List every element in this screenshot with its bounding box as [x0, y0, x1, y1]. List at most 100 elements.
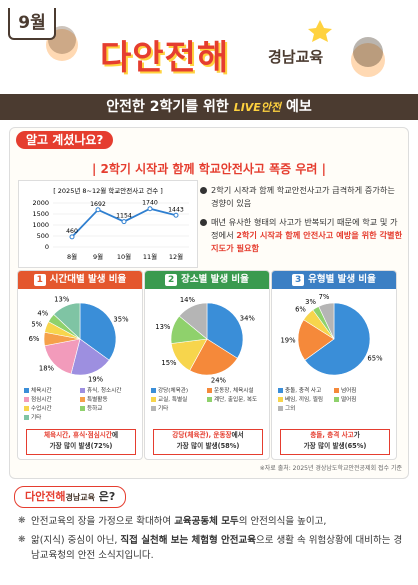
legend-label: 휴식, 청소시간 — [87, 388, 122, 394]
legend-label: 등하교 — [87, 406, 103, 412]
value-label: 4% — [37, 310, 48, 318]
legend-item: 기타 — [24, 414, 80, 423]
bullet: 2학기 시작과 함께 학교안전사고가 급격하게 증가하는 경향이 있음 — [200, 184, 405, 210]
y-tick-label: 2000 — [32, 199, 49, 207]
value-label: 65% — [367, 355, 383, 363]
banner: 안전한 2학기를 위한 LIVE안전 예보 — [0, 94, 418, 120]
badge: 3 — [292, 274, 305, 286]
panel-title: 장소별 발생 비율 — [181, 274, 249, 285]
legend-item: 베임, 끼임, 찔림 — [278, 396, 334, 405]
text: 의 안전의식을 높이고, — [238, 516, 327, 527]
pie-slice — [44, 338, 81, 375]
pie-panel: 1 시간대별 발생 비율 35% 19% 18% 6% 5% 4% 13% 체육시간 휴식, 청소시… — [17, 270, 143, 460]
legend-item: 수업시간 — [24, 405, 80, 414]
note-joint: 가 — [353, 431, 360, 439]
legend-swatch — [80, 397, 85, 402]
footer-bullets: 안전교육의 장을 가정으로 확대하여 교육공동체 모두의 안전의식을 높이고, … — [18, 514, 403, 567]
pie-chart: 35% 19% 18% 6% 5% 4% 13% — [29, 296, 129, 384]
panel-title: 유형별 발생 비율 — [308, 274, 376, 285]
y-tick-label: 1500 — [32, 210, 49, 218]
y-tick-label: 0 — [45, 243, 49, 251]
value-label: 3% — [305, 298, 316, 306]
note-text: 가장 많이 발생(72%) — [49, 442, 113, 450]
legend-swatch — [80, 406, 85, 411]
month: 9월 — [8, 8, 56, 40]
pie-panel: 2 장소별 발생 비율 34% 24% 15% 13% 14% 강당(체육관) 운동장, 체육시… — [144, 270, 270, 460]
x-tick-label: 8월 — [67, 252, 77, 261]
footer-logo: 다안전해 — [25, 490, 66, 503]
banner-live: LIVE안전 — [233, 101, 282, 114]
legend-item: 계단, 출입문, 복도 — [207, 396, 263, 405]
data-label: 1443 — [168, 206, 184, 213]
footer-bullet: 안전교육의 장을 가정으로 확대하여 교육공동체 모두의 안전의식을 높이고, — [18, 514, 403, 529]
footer-bullet: 앎(지식) 중심이 아닌, 직접 실천해 보는 체험형 안전교육으로 생활 속 … — [18, 533, 403, 563]
panel-title: 시간대별 발생 비율 — [49, 274, 127, 285]
legend: 충돌, 충격 사고 넘어짐베임, 끼임, 찔림 떨어짐그외 — [278, 387, 392, 414]
org: 경남교육 — [268, 48, 324, 66]
legend-item: 특별활동 — [80, 396, 136, 405]
legend-label: 수업시간 — [31, 406, 52, 412]
value-label: 6% — [29, 335, 40, 343]
badge: 1 — [33, 274, 46, 286]
banner-text: 안전한 2학기를 위한 — [106, 99, 229, 115]
legend: 강당(체육관) 운동장, 체육시설교실, 특별실 계단, 출입문, 복도기타 — [151, 387, 265, 414]
legend-label: 넘어짐 — [341, 388, 357, 394]
pie-slice — [297, 319, 335, 361]
pie-chart: 65% 19% 6%3%7% — [280, 293, 383, 376]
badge: 2 — [165, 274, 178, 286]
value-label: 18% — [39, 364, 55, 372]
value-label: 13% — [155, 323, 171, 331]
line-chart-box: [ 2025년 8~12월 학교안전사고 건수 ] 0 500 1000 1500 200… — [18, 180, 198, 268]
value-label: 15% — [161, 359, 177, 367]
pie-slice — [304, 302, 371, 376]
star — [308, 20, 332, 42]
legend-label: 베임, 끼임, 찔림 — [285, 397, 323, 403]
point — [173, 212, 179, 218]
data-label: 1740 — [142, 200, 158, 207]
panel-header: 3 유형별 발생 비율 — [272, 271, 396, 289]
x-tick-label: 11월 — [143, 252, 157, 261]
legend-swatch — [278, 397, 283, 402]
text: 앎(지식) 중심이 아닌, — [31, 535, 121, 546]
footer-title: 다안전해경남교육 은? — [14, 486, 127, 508]
data-label: 460 — [66, 228, 78, 235]
legend-label: 체육시간 — [31, 388, 52, 394]
character-hair — [353, 37, 383, 67]
bullet-text: 2학기 시작과 함께 학교안전사고가 급격하게 증가하는 경향이 있음 — [211, 185, 395, 208]
legend-item: 체육시간 — [24, 387, 80, 396]
point — [69, 234, 75, 240]
pie-chart: 34% 24% 15% 13% 14% — [155, 296, 255, 385]
legend-item: 넘어짐 — [334, 387, 390, 396]
legend-swatch — [24, 397, 29, 402]
legend-item: 강당(체육관) — [151, 387, 207, 396]
value-label: 6% — [295, 306, 306, 314]
note-highlight: 체육시간, 휴식·점심시간 — [43, 431, 112, 439]
footer-org: 경남교육 — [65, 493, 95, 502]
bullet: 매년 유사한 형태의 사고가 반복되기 때문에 학교 및 가정에서 2학기 시작… — [200, 216, 405, 255]
value-label: 13% — [54, 296, 70, 304]
note-highlight: 충돌, 충격 사고 — [310, 431, 354, 439]
value-label: 19% — [88, 375, 104, 383]
section-label: 알고 계셨나요? — [16, 131, 114, 149]
point — [147, 206, 153, 212]
legend-label: 운동장, 체육시설 — [214, 388, 254, 394]
legend-label: 그외 — [285, 406, 296, 412]
value-label: 24% — [211, 377, 227, 385]
value-label: 35% — [113, 315, 129, 323]
bullets: 2학기 시작과 함께 학교안전사고가 급격하게 증가하는 경향이 있음 매년 유… — [200, 184, 405, 261]
chart-title: [ 2025년 8~12월 학교안전사고 건수 ] — [53, 186, 163, 195]
legend-label: 교실, 특별실 — [158, 397, 188, 403]
legend-label: 떨어짐 — [341, 397, 357, 403]
value-label: 7% — [319, 293, 330, 301]
legend-swatch — [24, 388, 29, 393]
note-joint: 에 — [111, 431, 119, 439]
pie-slice — [189, 338, 238, 376]
legend-label: 강당(체육관) — [158, 388, 189, 394]
legend-label: 점심시간 — [31, 397, 52, 403]
text: 안전교육의 장을 가정으로 확대하여 — [31, 516, 175, 527]
pie-panel: 3 유형별 발생 비율 65% 19% 6% 3% 7% 충돌, 충격 사고 넘어짐베임, 끼임… — [271, 270, 397, 460]
headline: | 2학기 시작과 함께 학교안전사고 폭증 우려 | — [91, 162, 327, 176]
x-tick-label: 9월 — [93, 252, 103, 261]
